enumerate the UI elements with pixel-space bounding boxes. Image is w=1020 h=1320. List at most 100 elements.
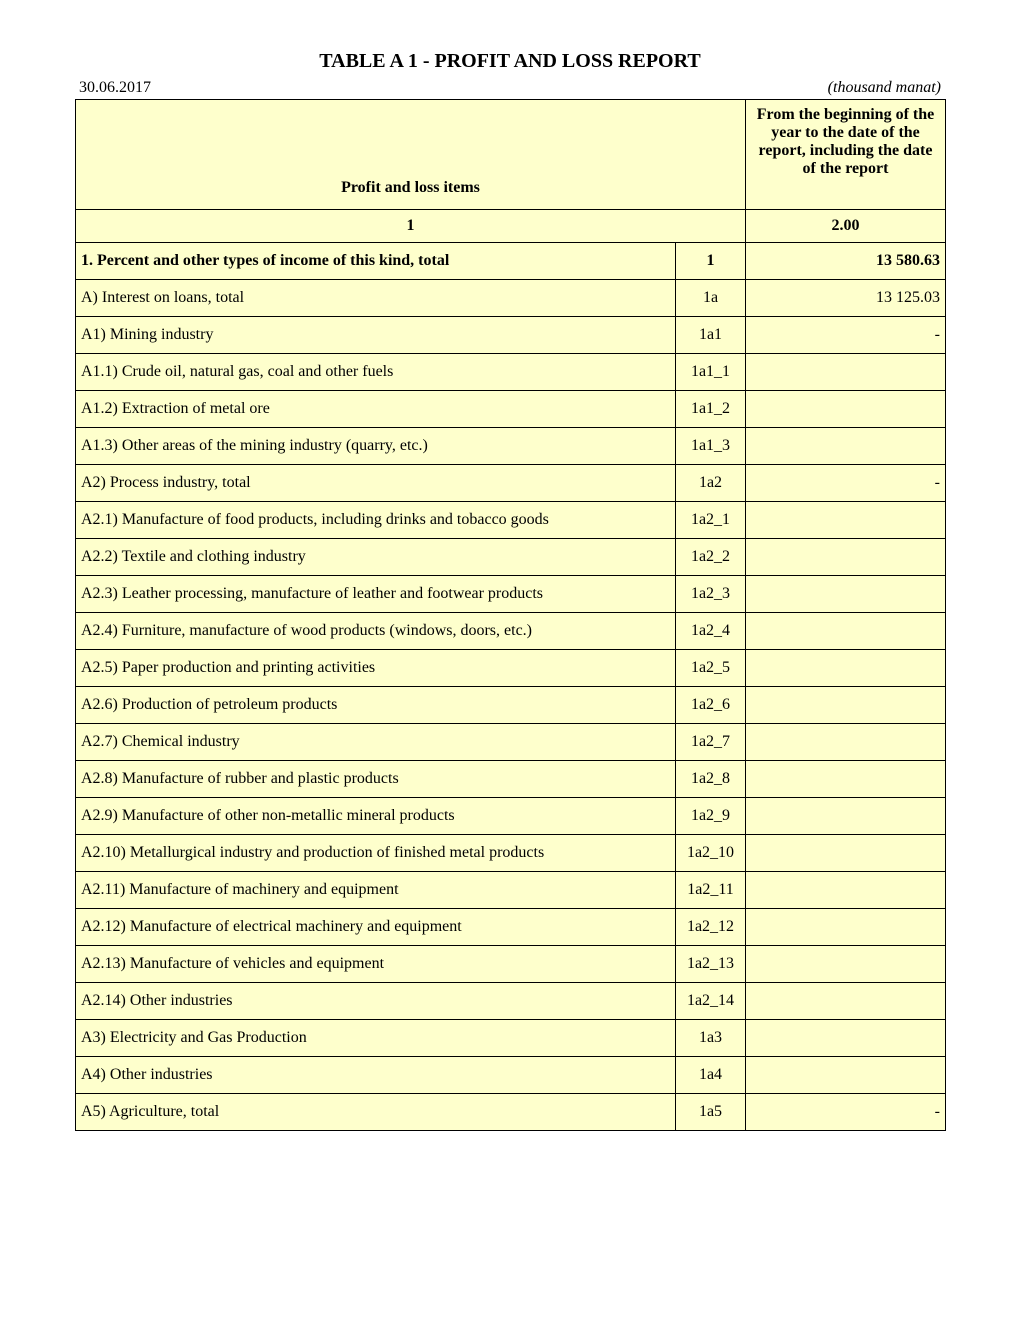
- row-value: -: [746, 465, 946, 502]
- row-description: A2.5) Paper production and printing acti…: [76, 650, 676, 687]
- row-code: 1a2_2: [676, 539, 746, 576]
- report-date: 30.06.2017: [79, 79, 151, 97]
- row-value: [746, 983, 946, 1020]
- table-row: A2.1) Manufacture of food products, incl…: [76, 502, 946, 539]
- row-code: 1a2_8: [676, 761, 746, 798]
- table-row: A2) Process industry, total1a2-: [76, 465, 946, 502]
- header-items: Profit and loss items: [76, 100, 746, 210]
- row-code: 1a2: [676, 465, 746, 502]
- row-description: A5) Agriculture, total: [76, 1094, 676, 1131]
- table-row: A2.9) Manufacture of other non-metallic …: [76, 798, 946, 835]
- row-code: 1a2_6: [676, 687, 746, 724]
- row-description: A2.6) Production of petroleum products: [76, 687, 676, 724]
- profit-loss-table: Profit and loss items From the beginning…: [75, 99, 946, 1131]
- row-value: [746, 1020, 946, 1057]
- table-row: A2.8) Manufacture of rubber and plastic …: [76, 761, 946, 798]
- row-code: 1a1_1: [676, 354, 746, 391]
- table-row: A1.1) Crude oil, natural gas, coal and o…: [76, 354, 946, 391]
- row-code: 1a1_3: [676, 428, 746, 465]
- row-value: [746, 909, 946, 946]
- row-description: 1. Percent and other types of income of …: [76, 243, 676, 280]
- row-description: A2.1) Manufacture of food products, incl…: [76, 502, 676, 539]
- table-row: A1.2) Extraction of metal ore1a1_2: [76, 391, 946, 428]
- row-description: A2.11) Manufacture of machinery and equi…: [76, 872, 676, 909]
- row-code: 1a3: [676, 1020, 746, 1057]
- row-description: A2.8) Manufacture of rubber and plastic …: [76, 761, 676, 798]
- table-row: A2.7) Chemical industry1a2_7: [76, 724, 946, 761]
- row-description: A) Interest on loans, total: [76, 280, 676, 317]
- row-code: 1a: [676, 280, 746, 317]
- table-row: A2.4) Furniture, manufacture of wood pro…: [76, 613, 946, 650]
- row-value: [746, 613, 946, 650]
- row-value: [746, 650, 946, 687]
- row-value: 13 580.63: [746, 243, 946, 280]
- table-body: 1. Percent and other types of income of …: [76, 243, 946, 1131]
- row-description: A1) Mining industry: [76, 317, 676, 354]
- header-col-1: 1: [76, 210, 746, 243]
- row-value: [746, 539, 946, 576]
- row-value: [746, 835, 946, 872]
- row-code: 1a2_3: [676, 576, 746, 613]
- table-row: A2.5) Paper production and printing acti…: [76, 650, 946, 687]
- table-row: A1) Mining industry1a1-: [76, 317, 946, 354]
- row-code: 1: [676, 243, 746, 280]
- row-code: 1a4: [676, 1057, 746, 1094]
- table-row: A2.13) Manufacture of vehicles and equip…: [76, 946, 946, 983]
- row-value: [746, 576, 946, 613]
- row-value: [746, 872, 946, 909]
- row-value: [746, 724, 946, 761]
- row-value: 13 125.03: [746, 280, 946, 317]
- row-description: A2) Process industry, total: [76, 465, 676, 502]
- table-row: A2.3) Leather processing, manufacture of…: [76, 576, 946, 613]
- row-description: A2.7) Chemical industry: [76, 724, 676, 761]
- table-row: A2.6) Production of petroleum products1a…: [76, 687, 946, 724]
- row-description: A1.1) Crude oil, natural gas, coal and o…: [76, 354, 676, 391]
- row-value: [746, 687, 946, 724]
- row-code: 1a2_12: [676, 909, 746, 946]
- row-code: 1a5: [676, 1094, 746, 1131]
- row-description: A1.3) Other areas of the mining industry…: [76, 428, 676, 465]
- table-row: A2.14) Other industries1a2_14: [76, 983, 946, 1020]
- row-description: A4) Other industries: [76, 1057, 676, 1094]
- row-description: A2.10) Metallurgical industry and produc…: [76, 835, 676, 872]
- table-row: A2.12) Manufacture of electrical machine…: [76, 909, 946, 946]
- table-row: A5) Agriculture, total1a5-: [76, 1094, 946, 1131]
- row-code: 1a2_9: [676, 798, 746, 835]
- header-period: From the beginning of the year to the da…: [746, 100, 946, 210]
- row-code: 1a1_2: [676, 391, 746, 428]
- row-value: -: [746, 1094, 946, 1131]
- table-row: A) Interest on loans, total1a13 125.03: [76, 280, 946, 317]
- row-value: [746, 1057, 946, 1094]
- row-value: [746, 798, 946, 835]
- header-col-2: 2.00: [746, 210, 946, 243]
- row-value: -: [746, 317, 946, 354]
- row-code: 1a2_13: [676, 946, 746, 983]
- row-code: 1a2_1: [676, 502, 746, 539]
- row-code: 1a1: [676, 317, 746, 354]
- row-description: A2.9) Manufacture of other non-metallic …: [76, 798, 676, 835]
- row-description: A2.2) Textile and clothing industry: [76, 539, 676, 576]
- row-value: [746, 502, 946, 539]
- row-value: [746, 761, 946, 798]
- row-code: 1a2_7: [676, 724, 746, 761]
- report-title: TABLE A 1 - PROFIT AND LOSS REPORT: [75, 50, 945, 73]
- row-value: [746, 428, 946, 465]
- row-description: A2.12) Manufacture of electrical machine…: [76, 909, 676, 946]
- row-value: [746, 391, 946, 428]
- row-code: 1a2_11: [676, 872, 746, 909]
- row-value: [746, 354, 946, 391]
- table-row: A3) Electricity and Gas Production1a3: [76, 1020, 946, 1057]
- row-description: A2.14) Other industries: [76, 983, 676, 1020]
- row-code: 1a2_5: [676, 650, 746, 687]
- row-description: A1.2) Extraction of metal ore: [76, 391, 676, 428]
- report-unit: (thousand manat): [828, 79, 941, 97]
- row-code: 1a2_4: [676, 613, 746, 650]
- table-row: A2.2) Textile and clothing industry1a2_2: [76, 539, 946, 576]
- table-row: A2.10) Metallurgical industry and produc…: [76, 835, 946, 872]
- row-code: 1a2_10: [676, 835, 746, 872]
- table-row: A1.3) Other areas of the mining industry…: [76, 428, 946, 465]
- row-code: 1a2_14: [676, 983, 746, 1020]
- row-description: A2.13) Manufacture of vehicles and equip…: [76, 946, 676, 983]
- row-description: A2.4) Furniture, manufacture of wood pro…: [76, 613, 676, 650]
- table-row: A2.11) Manufacture of machinery and equi…: [76, 872, 946, 909]
